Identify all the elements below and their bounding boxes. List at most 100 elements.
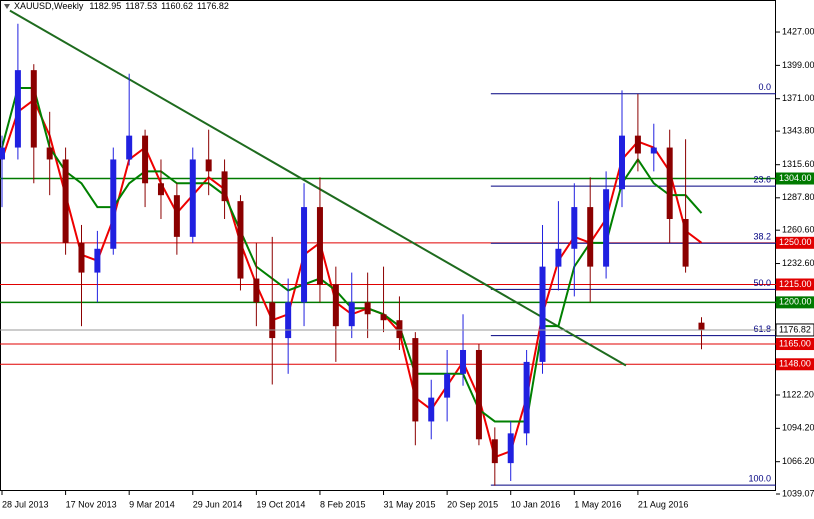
y-tick-label: 1315.60 [782, 159, 814, 169]
level-label-box [776, 236, 814, 249]
fib-label: 100.0 [748, 474, 771, 484]
candle-body [285, 302, 292, 339]
level-label: 1165.00 [779, 338, 811, 348]
symbol: XAUUSD,Weekly [14, 1, 84, 11]
symbol-icon [4, 4, 10, 9]
candle-body [682, 218, 689, 267]
candle-body [619, 135, 625, 190]
level-label: 1215.00 [779, 279, 812, 289]
candle-body [380, 314, 387, 321]
y-tick-label: 1232.60 [782, 258, 814, 268]
level-label: 1304.00 [779, 173, 812, 183]
candle-body [269, 302, 276, 339]
candle-body [189, 159, 196, 237]
candle-body [475, 349, 482, 440]
level-label-box [776, 296, 814, 309]
candle-body [14, 70, 21, 148]
fib-label: 38.2 [753, 232, 771, 242]
fib-label: 50.0 [753, 278, 771, 288]
header: XAUUSD,Weekly 1182.95 1187.53 1160.62 1176.8… [14, 1, 229, 11]
x-tick-label: 9 Mar 2014 [129, 499, 175, 509]
x-tick-label: 31 May 2015 [384, 499, 436, 509]
y-tick-label: 1094.20 [782, 423, 814, 433]
candle-body [634, 135, 641, 154]
plot-area: 0.0 23.6 38.2 50.0 61.8 100.0 [0, 9, 776, 486]
x-tick-label: 8 Feb 2015 [320, 499, 366, 509]
level-label-box [776, 358, 814, 371]
current-price-label: 1176.82 [779, 324, 811, 334]
candle-body [62, 159, 69, 243]
y-tick-label: 1122.20 [782, 389, 814, 399]
trendline [9, 9, 627, 367]
header-low: 1160.62 [161, 1, 193, 11]
x-tick-label: 28 Jul 2013 [2, 499, 49, 509]
fib-label: 23.6 [753, 175, 771, 185]
candle-body [157, 183, 164, 196]
candle-body [46, 147, 53, 160]
candle-body [142, 135, 149, 184]
candle-body [555, 248, 562, 267]
candle-body [587, 207, 594, 267]
x-tick-label: 1 May 2016 [574, 499, 621, 509]
candle-body [523, 361, 530, 434]
fib-label: 61.8 [753, 324, 771, 334]
y-tick-label: 1260.60 [782, 225, 814, 235]
candle-body [460, 349, 467, 374]
candle-body [316, 207, 323, 285]
y-tick-label: 1399.00 [782, 60, 814, 70]
y-tick-label: 1287.80 [782, 192, 814, 202]
header-high: 1187.53 [125, 1, 157, 11]
x-tick-label: 20 Sep 2015 [447, 499, 498, 509]
x-tick-label: 21 Aug 2016 [638, 499, 689, 509]
candle-body [237, 201, 244, 279]
y-tick-label: 1343.80 [782, 125, 814, 135]
candle-body [332, 284, 339, 327]
x-tick-label: 17 Nov 2013 [66, 499, 117, 509]
level-label: 1148.00 [779, 359, 811, 369]
candle-body [428, 397, 435, 422]
candle-body [650, 147, 657, 154]
candle-body [364, 302, 371, 315]
level-label-box [776, 338, 814, 351]
candle-body [412, 338, 419, 422]
candle-body [126, 135, 133, 160]
level-label-box [776, 278, 814, 291]
candle-body [396, 320, 403, 339]
x-tick-label: 29 Jun 2014 [193, 499, 243, 509]
candle-body [444, 373, 451, 398]
candle-body [110, 159, 117, 249]
current-price-box [775, 323, 814, 337]
x-tick-label: 19 Oct 2014 [256, 499, 305, 509]
y-tick-label: 1371.00 [782, 93, 814, 103]
candle-body [221, 171, 228, 202]
level-label: 1250.00 [779, 237, 812, 247]
candle-body [301, 207, 308, 303]
candle-body [0, 147, 5, 160]
candle-body [603, 189, 610, 267]
candle-body [253, 278, 260, 303]
header-close: 1176.82 [197, 1, 229, 11]
x-tick-label: 10 Jan 2016 [511, 499, 561, 509]
plot-frame [0, 0, 776, 491]
axes: 1427.00 1399.00 1371.00 1343.80 1315.60 1287.… [1, 26, 814, 509]
candle-body [507, 433, 514, 464]
candle-body [698, 322, 705, 330]
y-tick-label: 1066.20 [782, 456, 814, 466]
candle-body [666, 147, 673, 219]
candle-body [205, 159, 212, 172]
y-tick-label: 1427.00 [782, 26, 814, 36]
y-tick-label: 1039.07 [782, 488, 814, 498]
candle-body [348, 302, 355, 327]
candle-body [30, 70, 37, 148]
fib-label: 0.0 [758, 82, 771, 92]
candle-body [539, 266, 546, 362]
candle-body [173, 195, 180, 237]
candle-body [491, 439, 498, 464]
candle-body [571, 207, 578, 249]
level-label: 1200.00 [779, 297, 812, 307]
candle-body [78, 242, 85, 273]
header-open: 1182.95 [89, 1, 121, 11]
candle-body [94, 248, 101, 273]
